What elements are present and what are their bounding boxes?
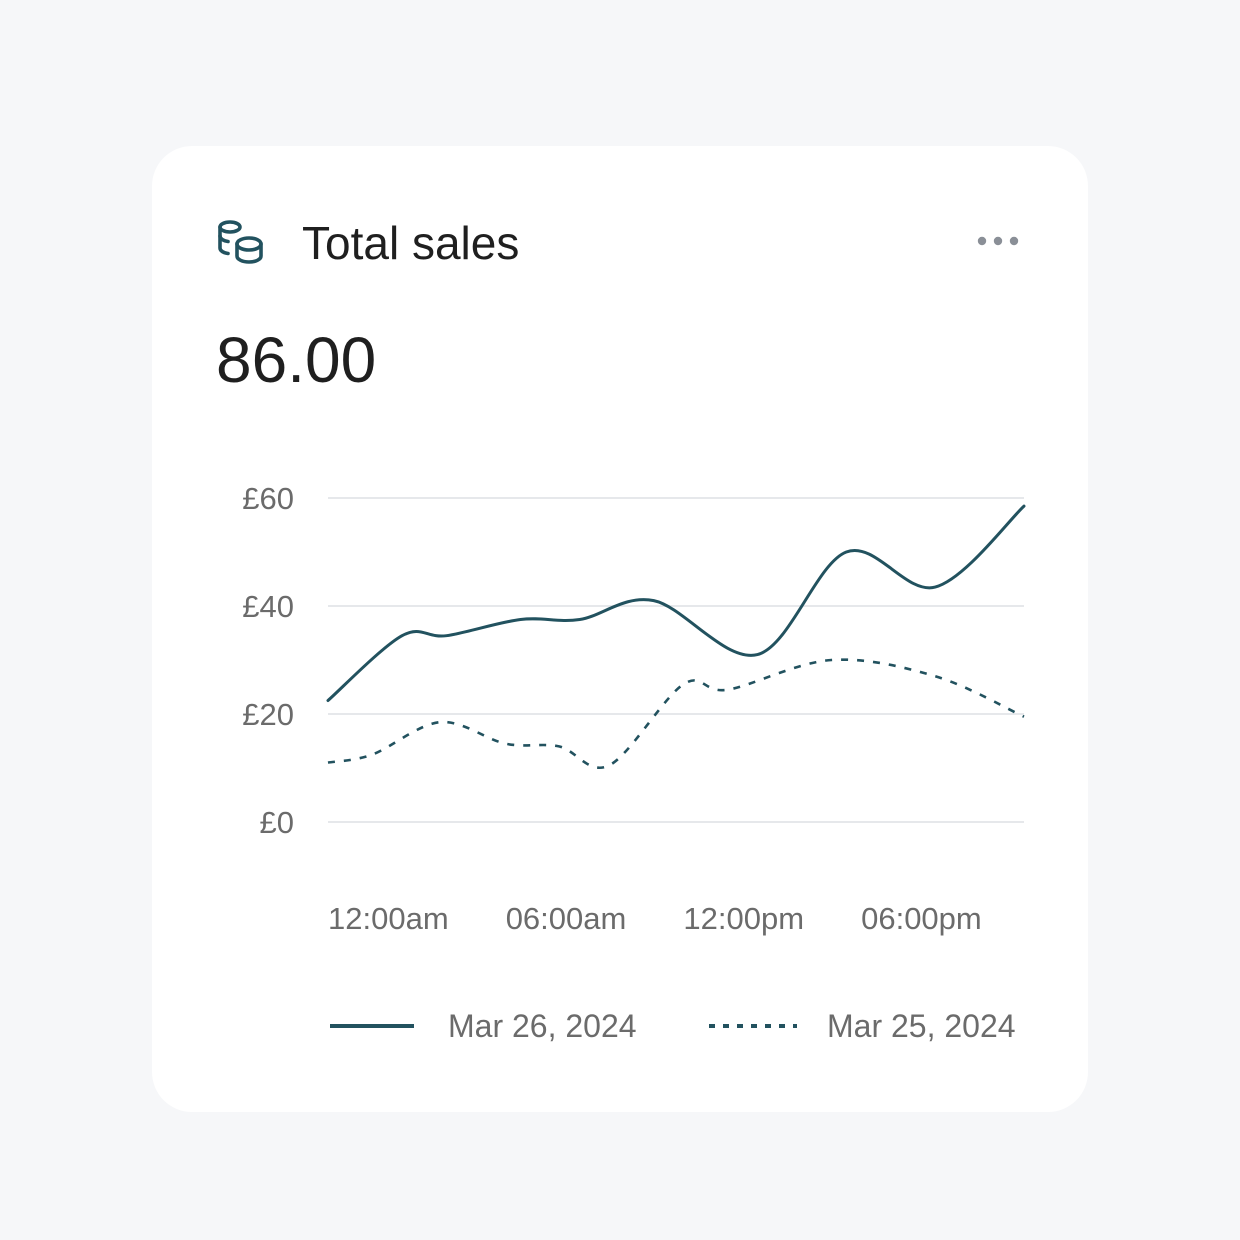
y-tick-label: £20 — [242, 697, 294, 732]
total-sales-card: Total sales 86.00 £0 £20 £40 £60 12:00am 06:… — [152, 146, 1088, 1112]
x-tick-label: 12:00am — [328, 901, 449, 936]
series-line-mar-25 — [327, 658, 1025, 769]
y-tick-label: £40 — [242, 589, 294, 624]
total-sales-value: 86.00 — [216, 324, 377, 396]
y-tick-label: £0 — [260, 805, 294, 840]
x-tick-label: 12:00pm — [683, 901, 804, 936]
legend-item[interactable]: Mar 25, 2024 — [709, 1008, 1016, 1044]
more-dot — [977, 236, 987, 246]
series-lines — [326, 504, 1026, 769]
legend-label: Mar 26, 2024 — [448, 1008, 637, 1044]
card-title: Total sales — [302, 217, 520, 269]
grid-lines — [328, 497, 1024, 823]
y-axis-ticks: £0 £20 £40 £60 — [242, 481, 294, 840]
coins-icon — [218, 220, 263, 264]
y-tick-label: £60 — [242, 481, 294, 516]
legend-item[interactable]: Mar 26, 2024 — [330, 1008, 637, 1044]
series-line-mar-26 — [326, 504, 1026, 702]
more-dot — [993, 236, 1003, 246]
x-axis-ticks: 12:00am 06:00am 12:00pm 06:00pm — [328, 901, 982, 936]
sales-line-chart: £0 £20 £40 £60 12:00am 06:00am 12:00pm 06:00pm… — [242, 481, 1026, 1044]
x-tick-label: 06:00pm — [861, 901, 982, 936]
legend-label: Mar 25, 2024 — [827, 1008, 1016, 1044]
more-dot — [1009, 236, 1019, 246]
legend: Mar 26, 2024 Mar 25, 2024 — [330, 1008, 1016, 1044]
x-tick-label: 06:00am — [506, 901, 627, 936]
more-options-button[interactable] — [968, 224, 1028, 258]
